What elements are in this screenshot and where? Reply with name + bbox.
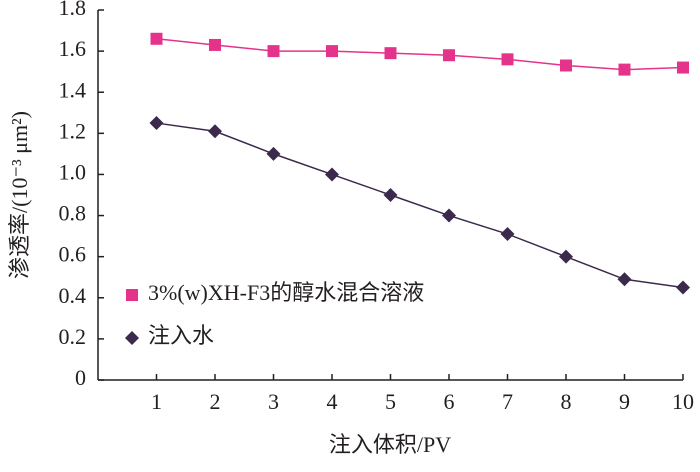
- x-tick-label: 7: [502, 389, 513, 414]
- y-tick-label: 1.8: [59, 0, 87, 20]
- marker: [443, 49, 455, 62]
- x-axis-label: 注入体积/PV: [329, 432, 451, 457]
- marker: [209, 38, 221, 51]
- x-tick-label: 4: [327, 389, 338, 414]
- series-line: [156, 38, 684, 71]
- x-tick-label: 5: [385, 389, 396, 414]
- marker: [150, 32, 163, 45]
- marker: [677, 61, 689, 74]
- marker: [326, 45, 338, 58]
- y-tick-label: 0.8: [59, 201, 87, 226]
- marker: [384, 47, 397, 60]
- y-tick-label: 1.4: [59, 77, 87, 102]
- legend-label: 注入水: [148, 323, 214, 348]
- x-tick-label: 1: [151, 389, 162, 414]
- marker: [617, 272, 632, 287]
- x-tick-label: 2: [210, 389, 221, 414]
- y-tick-label: 0: [75, 365, 86, 390]
- marker: [266, 146, 281, 161]
- marker: [501, 53, 514, 66]
- y-tick-label: 1.0: [59, 159, 87, 184]
- marker: [383, 188, 398, 202]
- marker: [560, 59, 572, 72]
- x-tick-label: 6: [444, 389, 455, 414]
- legend-marker: [126, 289, 138, 301]
- marker: [267, 45, 280, 58]
- x-tick-label: 10: [672, 389, 694, 414]
- marker: [208, 124, 222, 139]
- x-tick-label: 3: [268, 389, 279, 414]
- y-tick-label: 0.2: [59, 324, 87, 349]
- marker: [325, 167, 339, 182]
- marker: [442, 208, 456, 223]
- marker: [559, 249, 573, 264]
- y-axis-label: 渗透率/(10⁻³ μm²): [7, 111, 32, 279]
- y-tick-label: 0.4: [59, 283, 87, 308]
- series-line: [156, 122, 684, 289]
- marker: [676, 280, 690, 295]
- y-tick-label: 1.2: [59, 118, 87, 143]
- x-tick-label: 8: [561, 389, 572, 414]
- legend-marker: [125, 331, 139, 345]
- y-tick-label: 0.6: [59, 242, 87, 267]
- x-tick-label: 9: [619, 389, 630, 414]
- marker: [500, 227, 515, 242]
- legend-label: 3%(w)XH-F3的醇水混合溶液: [148, 280, 424, 305]
- marker: [149, 116, 164, 131]
- y-tick-label: 1.6: [59, 36, 87, 61]
- marker: [618, 63, 631, 76]
